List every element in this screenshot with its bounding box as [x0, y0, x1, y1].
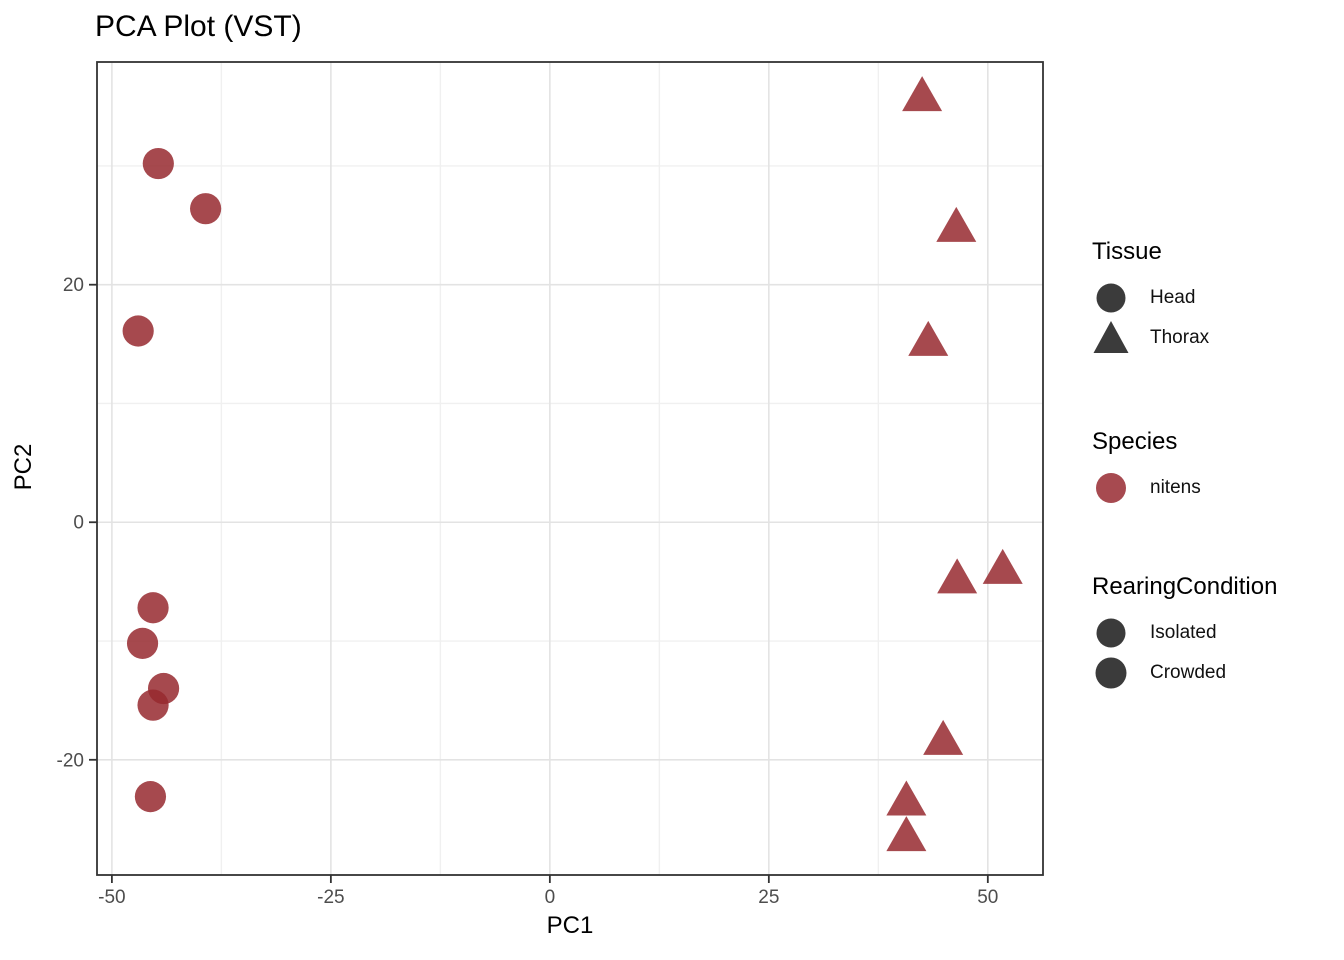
x-axis-title: PC1 [546, 912, 594, 939]
nitens-circle-icon [1092, 469, 1130, 507]
y-tick-labels: -20 0 20 [57, 275, 84, 771]
x-tick-label: -50 [98, 887, 125, 908]
data-point-circle [142, 147, 174, 180]
series-head [122, 147, 222, 813]
legend-item-nitens: nitens [1092, 468, 1342, 508]
legend-title-tissue: Tissue [1092, 238, 1162, 265]
data-point-triangle [908, 320, 949, 356]
legend-title-species: Species [1092, 428, 1178, 455]
legend-item-crowded: Crowded [1092, 653, 1342, 693]
y-tick-label: -20 [57, 750, 84, 771]
y-tick-label: 20 [63, 275, 84, 296]
isolated-circle-icon [1092, 614, 1130, 652]
data-point-triangle [923, 719, 964, 755]
major-gridlines [97, 62, 1043, 875]
head-circle-icon [1092, 279, 1130, 317]
x-tick-label: 50 [977, 887, 998, 908]
x-tick-label: -25 [317, 887, 344, 908]
data-point-circle [126, 627, 159, 659]
data-point-triangle [902, 76, 943, 112]
x-tick-labels: -50 -25 0 25 50 [98, 887, 998, 908]
data-point-circle [137, 689, 169, 721]
panel-background [97, 62, 1043, 875]
data-point-circle [122, 315, 154, 347]
axis-ticks [89, 283, 989, 883]
crowded-circle-icon [1092, 654, 1130, 692]
legend-group-species: Species nitens [1092, 428, 1342, 508]
legend-title-rearing-condition: RearingCondition [1092, 573, 1278, 600]
data-point-triangle [937, 558, 978, 594]
series-thorax [886, 76, 1023, 852]
data-point-triangle [936, 206, 977, 242]
legend-item-thorax: Thorax [1092, 318, 1342, 358]
legend-label-head: Head [1150, 287, 1196, 308]
minor-gridlines [97, 62, 1043, 875]
legend-item-isolated: Isolated [1092, 613, 1342, 653]
legend-group-rearing-condition: RearingCondition Isolated Crowded [1092, 573, 1342, 693]
data-point-circle [137, 592, 169, 624]
data-point-triangle [982, 548, 1023, 584]
thorax-triangle-icon [1092, 319, 1130, 357]
legend-item-head: Head [1092, 278, 1342, 318]
x-tick-label: 0 [545, 887, 556, 908]
data-point-triangle [886, 816, 927, 852]
legend-label-crowded: Crowded [1150, 662, 1227, 683]
data-point-circle [190, 193, 222, 225]
y-axis-title: PC2 [10, 443, 37, 491]
x-tick-label: 25 [758, 887, 779, 908]
data-point-triangle [886, 780, 927, 816]
legend-label-thorax: Thorax [1150, 327, 1210, 348]
panel-border [96, 61, 1044, 876]
legend-label-nitens: nitens [1150, 477, 1201, 498]
plot-title: PCA Plot (VST) [95, 10, 302, 43]
legend-label-isolated: Isolated [1150, 622, 1217, 643]
y-tick-label: 0 [73, 513, 84, 534]
data-point-circle [134, 781, 167, 813]
legend-group-tissue: Tissue Head Thorax [1092, 238, 1342, 358]
